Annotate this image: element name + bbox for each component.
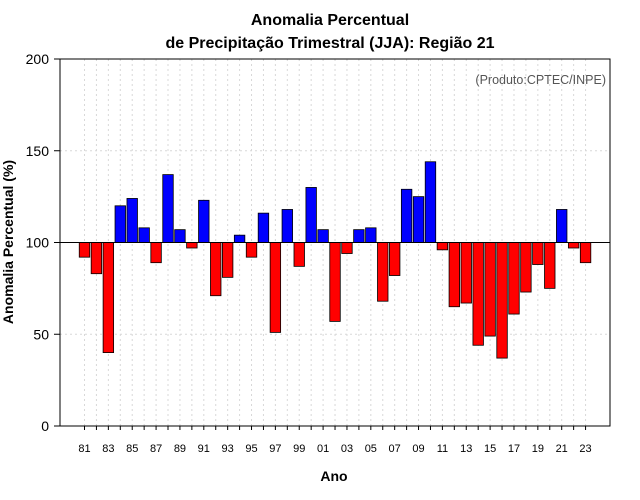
bar-04: [353, 229, 365, 243]
x-axis: 81 83 85 87 89 91 93 95 97 99 01 03 05 07 09 11 13 15 17 19…: [78, 426, 592, 455]
x-tick-label: 95: [245, 443, 257, 455]
x-tick-label: 13: [460, 443, 472, 455]
bar-21: [556, 209, 568, 243]
credit-label: (Produto:CPTEC/INPE): [475, 73, 606, 87]
bar-06: [377, 242, 389, 302]
bar-15: [484, 242, 496, 337]
bar-16: [496, 242, 508, 359]
chart-title-line1: Anomalia Percentual: [251, 12, 409, 29]
x-tick-label: 01: [317, 443, 329, 455]
x-tick-label: 93: [222, 443, 234, 455]
x-tick-label: 07: [389, 443, 401, 455]
bar-97: [269, 242, 282, 333]
bar-10: [424, 161, 437, 243]
x-tick-label: 21: [556, 443, 568, 455]
bar-08: [400, 188, 413, 243]
bar-99: [293, 242, 305, 267]
x-tick-label: 09: [412, 443, 424, 455]
x-tick-label: 81: [78, 443, 90, 455]
x-tick-label: 89: [174, 443, 186, 455]
bar-82: [90, 242, 103, 275]
bars: [78, 161, 592, 359]
y-axis: 0 50 100 150 200: [26, 51, 60, 434]
bar-09: [412, 196, 425, 243]
bar-87: [150, 242, 162, 264]
bar-98: [281, 209, 293, 243]
bar-07: [389, 242, 401, 276]
bar-85: [126, 198, 138, 243]
bar-22: [567, 242, 580, 249]
y-tick-label: 0: [41, 418, 49, 434]
bar-20: [544, 242, 556, 289]
bar-23: [579, 242, 592, 264]
bar-95: [245, 242, 258, 258]
y-tick-label: 50: [33, 326, 49, 342]
x-tick-label: 19: [532, 443, 544, 455]
bar-14: [472, 242, 484, 346]
bar-00: [305, 187, 317, 243]
x-tick-label: 99: [293, 443, 305, 455]
bar-02: [329, 242, 341, 322]
bar-19: [532, 242, 544, 265]
y-axis-label: Anomalia Percentual (%): [0, 160, 16, 324]
bar-83: [102, 242, 115, 353]
bar-01: [317, 229, 329, 243]
x-tick-label: 03: [341, 443, 353, 455]
x-tick-label: 87: [150, 443, 162, 455]
bar-13: [460, 242, 472, 304]
x-tick-label: 91: [198, 443, 210, 455]
bar-17: [508, 242, 520, 315]
bar-92: [210, 242, 222, 297]
bar-96: [257, 212, 270, 243]
x-tick-label: 83: [102, 443, 114, 455]
x-tick-label: 85: [126, 443, 138, 455]
x-tick-label: 05: [365, 443, 377, 455]
bar-91: [198, 199, 210, 243]
x-tick-label: 97: [269, 443, 281, 455]
bar-18: [520, 242, 532, 293]
bar-12: [448, 242, 460, 308]
bar-03: [341, 242, 353, 254]
x-tick-label: 15: [484, 443, 496, 455]
bar-90: [186, 242, 198, 249]
y-tick-label: 200: [26, 51, 50, 67]
bar-89: [174, 229, 186, 243]
bar-88: [162, 174, 174, 243]
x-tick-label: 17: [508, 443, 520, 455]
y-tick-label: 100: [26, 235, 50, 251]
bar-94: [233, 234, 246, 243]
bar-11: [436, 242, 449, 251]
bar-93: [222, 242, 234, 278]
bar-86: [138, 227, 150, 243]
bar-81: [78, 242, 91, 258]
x-axis-label: Ano: [320, 468, 347, 484]
x-tick-label: 11: [437, 443, 448, 455]
bar-05: [365, 227, 377, 243]
x-tick-label: 23: [579, 443, 591, 455]
bar-84: [114, 205, 126, 243]
chart-title-line2: de Precipitação Trimestral (JJA): Região…: [165, 35, 494, 52]
y-tick-label: 150: [26, 143, 50, 159]
